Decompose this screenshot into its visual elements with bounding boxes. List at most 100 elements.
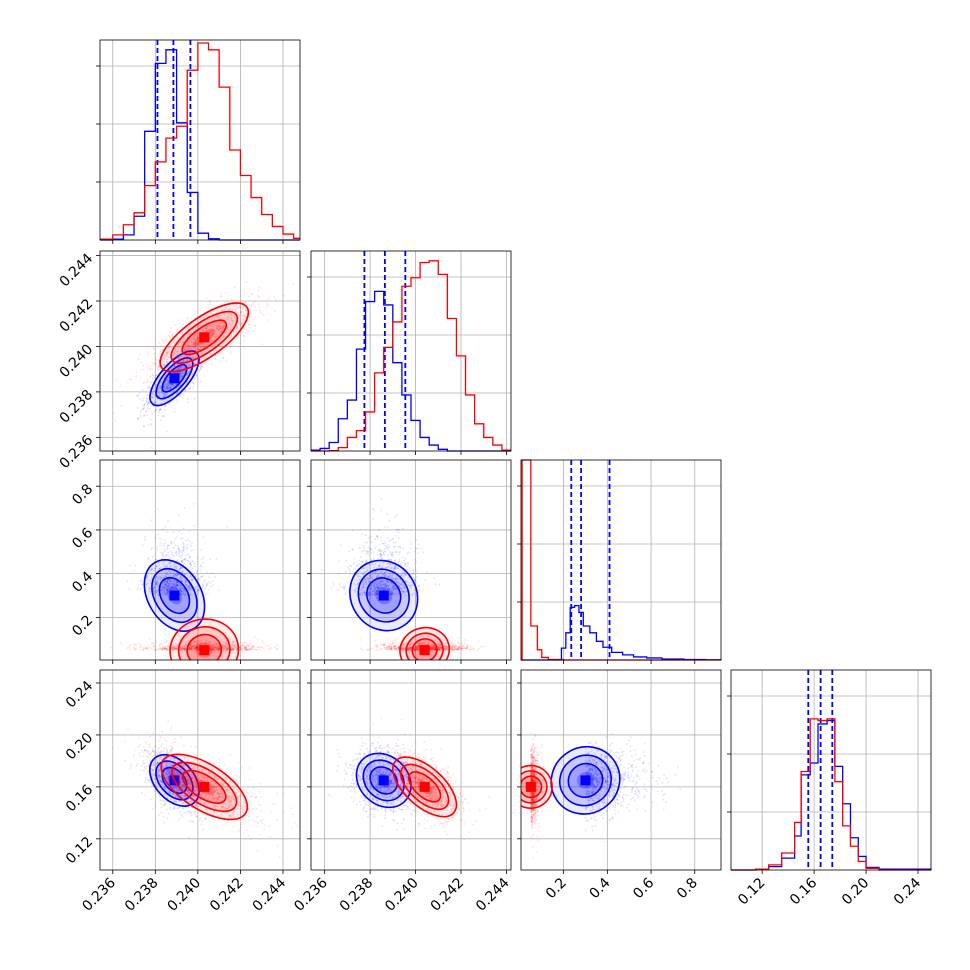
sample-point [180,560,183,563]
sample-point [256,645,259,648]
sample-point [238,313,241,316]
sample-point [158,567,160,570]
sample-point [221,325,224,328]
sample-point [276,647,278,650]
sample-point [240,310,243,313]
sample-point [153,356,156,359]
sample-point [241,642,244,645]
sample-point [184,539,187,542]
sample-point [193,647,196,649]
sample-point [140,645,143,648]
sample-point [224,644,227,647]
sample-point [169,557,172,559]
sample-point [193,349,195,352]
sample-point [371,647,374,650]
sample-point [172,648,175,651]
sample-point [192,343,195,345]
sample-point [163,384,165,387]
sample-point [129,565,132,567]
sample-point [412,572,415,575]
sample-point [187,585,190,588]
sample-point [227,316,230,319]
sample-point [190,644,193,647]
sample-point [139,410,142,413]
sample-point [151,555,154,558]
sample-point [194,333,197,336]
sample-point [146,575,149,578]
sample-point [165,564,168,567]
sample-point [177,584,180,587]
sample-point [249,288,252,290]
sample-point [242,647,245,650]
sample-point [209,331,212,334]
sample-point [176,573,179,575]
sample-point [213,344,216,347]
sample-point [164,550,167,553]
sample-point [164,645,167,648]
sample-point [174,648,177,651]
sample-point [148,638,151,641]
sample-point [167,519,169,522]
sample-point [236,325,239,328]
sample-point [166,352,169,355]
sample-point [161,586,164,588]
sample-point [212,331,215,334]
sample-point [163,574,166,577]
sample-point [110,646,112,649]
sample-point [190,587,192,589]
sample-point [183,349,186,351]
sample-point [180,645,182,648]
sample-point [171,648,174,651]
sample-point [419,547,422,550]
sample-point [245,329,248,332]
sample-point [182,360,185,362]
sample-point [201,584,204,587]
sample-point [230,640,233,643]
sample-point [180,589,183,592]
sample-point [181,570,184,573]
sample-point [177,386,179,389]
sample-point [205,641,208,644]
sample-point [211,648,214,651]
sample-point [143,646,145,649]
sample-point [167,351,170,354]
sample-point [200,324,202,327]
sample-point [151,412,154,415]
sample-point [142,364,145,367]
sample-point [199,381,202,384]
sample-point [167,552,170,554]
sample-point [196,645,199,648]
sample-point [210,571,213,574]
sample-point [182,647,185,650]
sample-point [174,647,176,650]
sample-point [186,546,189,549]
sample-point [245,647,248,650]
sample-point [220,295,223,298]
sample-point [180,355,183,358]
sample-point [212,647,214,650]
sample-point [152,392,154,394]
sample-point [182,323,185,326]
sample-point [177,573,180,576]
sample-point [180,567,183,569]
sample-point [197,348,199,351]
sample-point [181,580,184,583]
sample-point [154,648,157,651]
sample-point [164,404,167,407]
sample-point [198,369,201,372]
sample-point [164,394,167,397]
sample-point [187,589,190,592]
sample-point [251,645,254,647]
sample-point [176,353,179,356]
sample-point [209,645,212,648]
sample-point [364,534,367,537]
sample-point [181,371,184,374]
sample-point [236,306,239,309]
sample-point [186,341,189,343]
sample-point [221,321,223,324]
sample-point [192,313,195,315]
y-tick-label: 0.8 [69,481,96,508]
sample-point [185,349,188,351]
sample-point [190,579,193,581]
sample-point [195,645,198,647]
